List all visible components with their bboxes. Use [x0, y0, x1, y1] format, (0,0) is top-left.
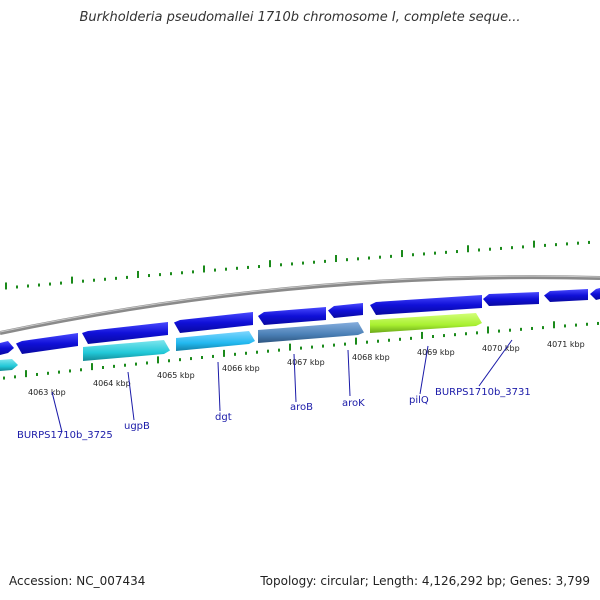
gene-label-leader [127, 371, 135, 421]
scale-label: 4066 kbp [222, 364, 260, 373]
scale-label: 4065 kbp [157, 371, 195, 380]
upper-tick-marks [5, 240, 590, 290]
gene-arrow[interactable] [174, 312, 253, 333]
gene-arrow[interactable] [83, 340, 170, 361]
gene-label-leader [347, 349, 351, 397]
gene-label-leader [217, 361, 221, 412]
lower-tick-marks [3, 321, 599, 380]
gene-label[interactable]: aroB [290, 402, 313, 413]
gene-arrow[interactable] [0, 341, 14, 355]
gene-arrow[interactable] [176, 331, 255, 351]
gene-arrow[interactable] [370, 313, 482, 333]
gene-label[interactable]: aroK [342, 398, 365, 409]
gene-label[interactable]: dgt [215, 412, 232, 423]
gene-arrow[interactable] [544, 289, 588, 302]
scale-label: 4069 kbp [417, 348, 455, 357]
scale-labels: 4063 kbp 4064 kbp 4065 kbp 4066 kbp 4067 kbp… [28, 340, 585, 397]
scale-label: 4063 kbp [28, 388, 66, 397]
gene-label-leader [51, 391, 63, 433]
gene-label[interactable]: BURPS1710b_3731 [435, 387, 531, 398]
gene-arrow[interactable] [82, 322, 168, 344]
gene-labels[interactable]: BURPS1710b_3725 ugpB dgt aroB aroK pilQ BURPS1… [17, 339, 531, 441]
gene-arrow[interactable] [258, 322, 364, 343]
gene-track[interactable] [0, 288, 600, 371]
gene-label[interactable]: ugpB [124, 421, 150, 432]
gene-label-leader [293, 353, 297, 403]
gene-label[interactable]: BURPS1710b_3725 [17, 430, 113, 441]
scale-label: 4067 kbp [287, 358, 325, 367]
gene-arrow[interactable] [483, 292, 539, 306]
map-title: Burkholderia pseudomallei 1710b chromoso… [79, 10, 521, 25]
chromosome-backbone-highlight [0, 275, 600, 333]
gene-label-leader [478, 339, 513, 387]
gene-label-leader [419, 345, 429, 395]
gene-arrow[interactable] [590, 288, 600, 300]
gene-arrow[interactable] [370, 295, 482, 315]
gene-arrow[interactable] [16, 333, 78, 354]
gene-arrow[interactable] [328, 303, 363, 318]
gene-arrow[interactable] [258, 307, 326, 325]
scale-label: 4071 kbp [547, 340, 585, 349]
gene-label[interactable]: pilQ [409, 395, 429, 406]
chromosome-backbone [0, 275, 600, 335]
accession-text: Accession: NC_007434 [9, 574, 146, 588]
gene-arrow[interactable] [0, 359, 18, 371]
topology-text: Topology: circular; Length: 4,126,292 bp… [260, 574, 590, 588]
scale-label: 4064 kbp [93, 379, 131, 388]
scale-label: 4068 kbp [352, 353, 390, 362]
scale-label: 4070 kbp [482, 344, 520, 353]
